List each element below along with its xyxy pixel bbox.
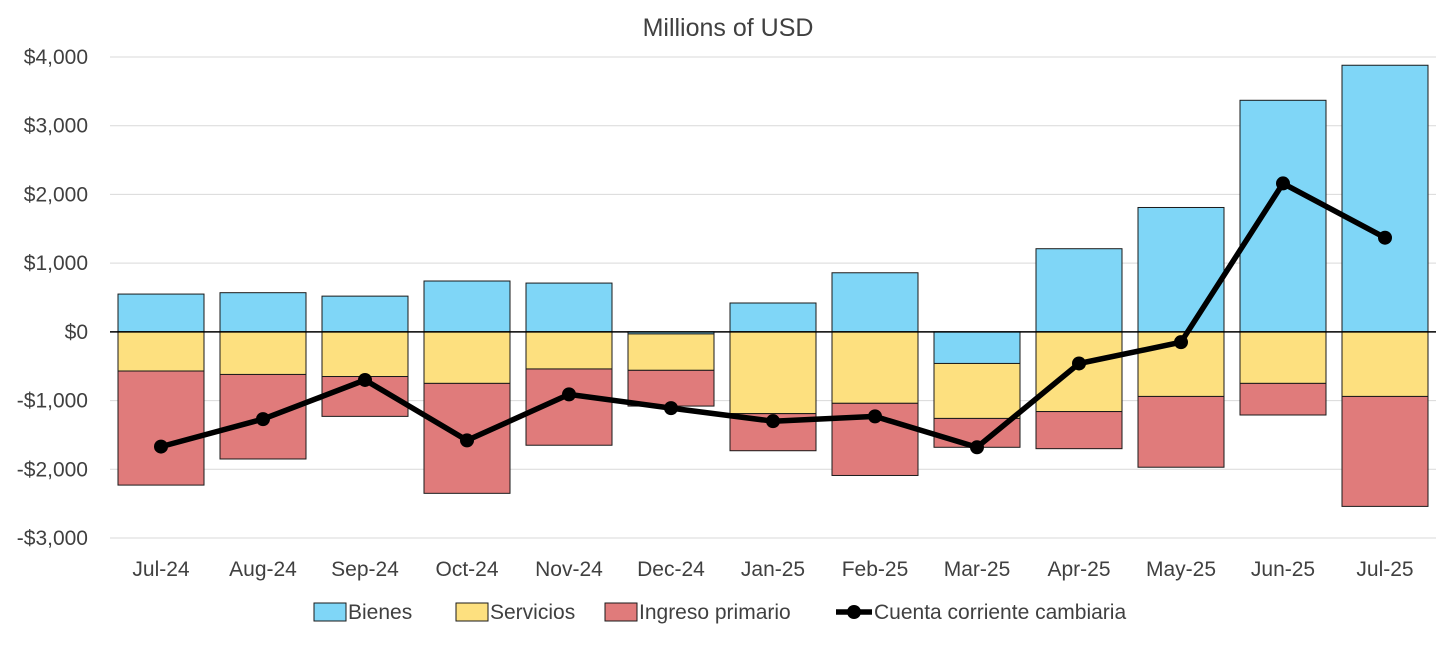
bar-bienes [1341, 64, 1429, 333]
line-marker [1072, 356, 1086, 371]
chart-title: Millions of USD [642, 14, 814, 42]
bar-servicios [525, 331, 613, 370]
x-tick-label: Apr-25 [1047, 558, 1110, 581]
y-tick-label: -$1,000 [17, 390, 88, 413]
line-marker [868, 409, 882, 424]
bar-ingreso-primario [1137, 395, 1225, 468]
bar-servicios [423, 331, 511, 384]
legend-label-ingreso-primario: Ingreso primario [639, 601, 791, 624]
x-tick-label: Aug-24 [229, 558, 297, 581]
bar-bienes [525, 282, 613, 333]
bar-ingreso-primario [627, 369, 715, 407]
gridlines [110, 56, 1436, 539]
y-tick-label: $4,000 [24, 46, 88, 69]
line-marker [1378, 230, 1392, 245]
line-marker [1276, 176, 1290, 191]
x-tick-label: Nov-24 [535, 558, 603, 581]
line-marker [460, 433, 474, 448]
line-series [154, 176, 1392, 455]
line-marker [358, 372, 372, 387]
legend-swatch-ingreso-primario [604, 602, 638, 622]
bar-bienes [729, 302, 817, 333]
line-marker [664, 401, 678, 416]
x-tick-labels: Jul-24 Aug-24 Sep-24 Oct-24 Nov-24 Dec-24 Jan-… [132, 558, 1413, 581]
bar-bienes [933, 331, 1021, 364]
bar-bienes [831, 272, 919, 333]
legend-swatch-servicios [455, 602, 489, 622]
bar-ingreso-primario [117, 370, 205, 486]
x-tick-label: Jul-24 [132, 558, 190, 581]
bar-ingreso-primario [1341, 395, 1429, 507]
legend-label-cuenta-corriente-cambiaria: Cuenta corriente cambiaria [874, 601, 1126, 624]
x-tick-label: Jul-25 [1356, 558, 1413, 581]
x-tick-label: Dec-24 [637, 558, 705, 581]
bar-servicios [1035, 331, 1123, 413]
bar-ingreso-primario [1035, 411, 1123, 450]
legend-label-bienes: Bienes [348, 601, 412, 624]
y-tick-label: $2,000 [24, 183, 88, 206]
bar-bienes [321, 295, 409, 333]
bar-servicios [627, 333, 715, 371]
bar-bienes [1239, 99, 1327, 333]
bar-servicios [1341, 331, 1429, 397]
bar-servicios [117, 331, 205, 372]
bar-bienes [1035, 248, 1123, 333]
x-tick-label: Jan-25 [741, 558, 805, 581]
y-tick-label: -$3,000 [17, 527, 88, 550]
x-tick-label: Mar-25 [944, 558, 1011, 581]
y-tick-label: $3,000 [24, 115, 88, 138]
line-marker [1174, 335, 1188, 350]
line-marker [154, 439, 168, 454]
y-tick-label: -$2,000 [17, 458, 88, 481]
bar-servicios [831, 331, 919, 404]
bar-bienes [117, 293, 205, 333]
x-tick-label: Feb-25 [842, 558, 909, 581]
bar-series [117, 64, 1429, 507]
bar-servicios [729, 331, 817, 415]
bar-servicios [321, 331, 409, 378]
y-tick-label: $0 [65, 321, 88, 344]
legend-swatch-bienes [313, 602, 347, 622]
bar-bienes [423, 280, 511, 333]
bar-servicios [1239, 331, 1327, 384]
x-tick-label: Oct-24 [435, 558, 498, 581]
bar-bienes [219, 292, 307, 333]
y-tick-label: $1,000 [24, 252, 88, 275]
x-tick-label: May-25 [1146, 558, 1216, 581]
x-tick-label: Jun-25 [1251, 558, 1315, 581]
legend-marker-cuenta-corriente-cambiaria [847, 605, 861, 619]
bar-ingreso-primario [1239, 382, 1327, 416]
legend-label-servicios: Servicios [490, 601, 575, 624]
legend: Bienes Servicios Ingreso primario Cuenta co… [313, 601, 1126, 624]
line-marker [256, 412, 270, 427]
bar-servicios [219, 331, 307, 375]
bar-bienes [1137, 206, 1225, 333]
bar-servicios [933, 362, 1021, 419]
line-marker [562, 387, 576, 402]
y-tick-labels: $4,000 $3,000 $2,000 $1,000 $0 -$1,000 -$2,000… [17, 46, 88, 550]
line-marker [766, 414, 780, 429]
line-marker [970, 440, 984, 455]
x-tick-label: Sep-24 [331, 558, 399, 581]
